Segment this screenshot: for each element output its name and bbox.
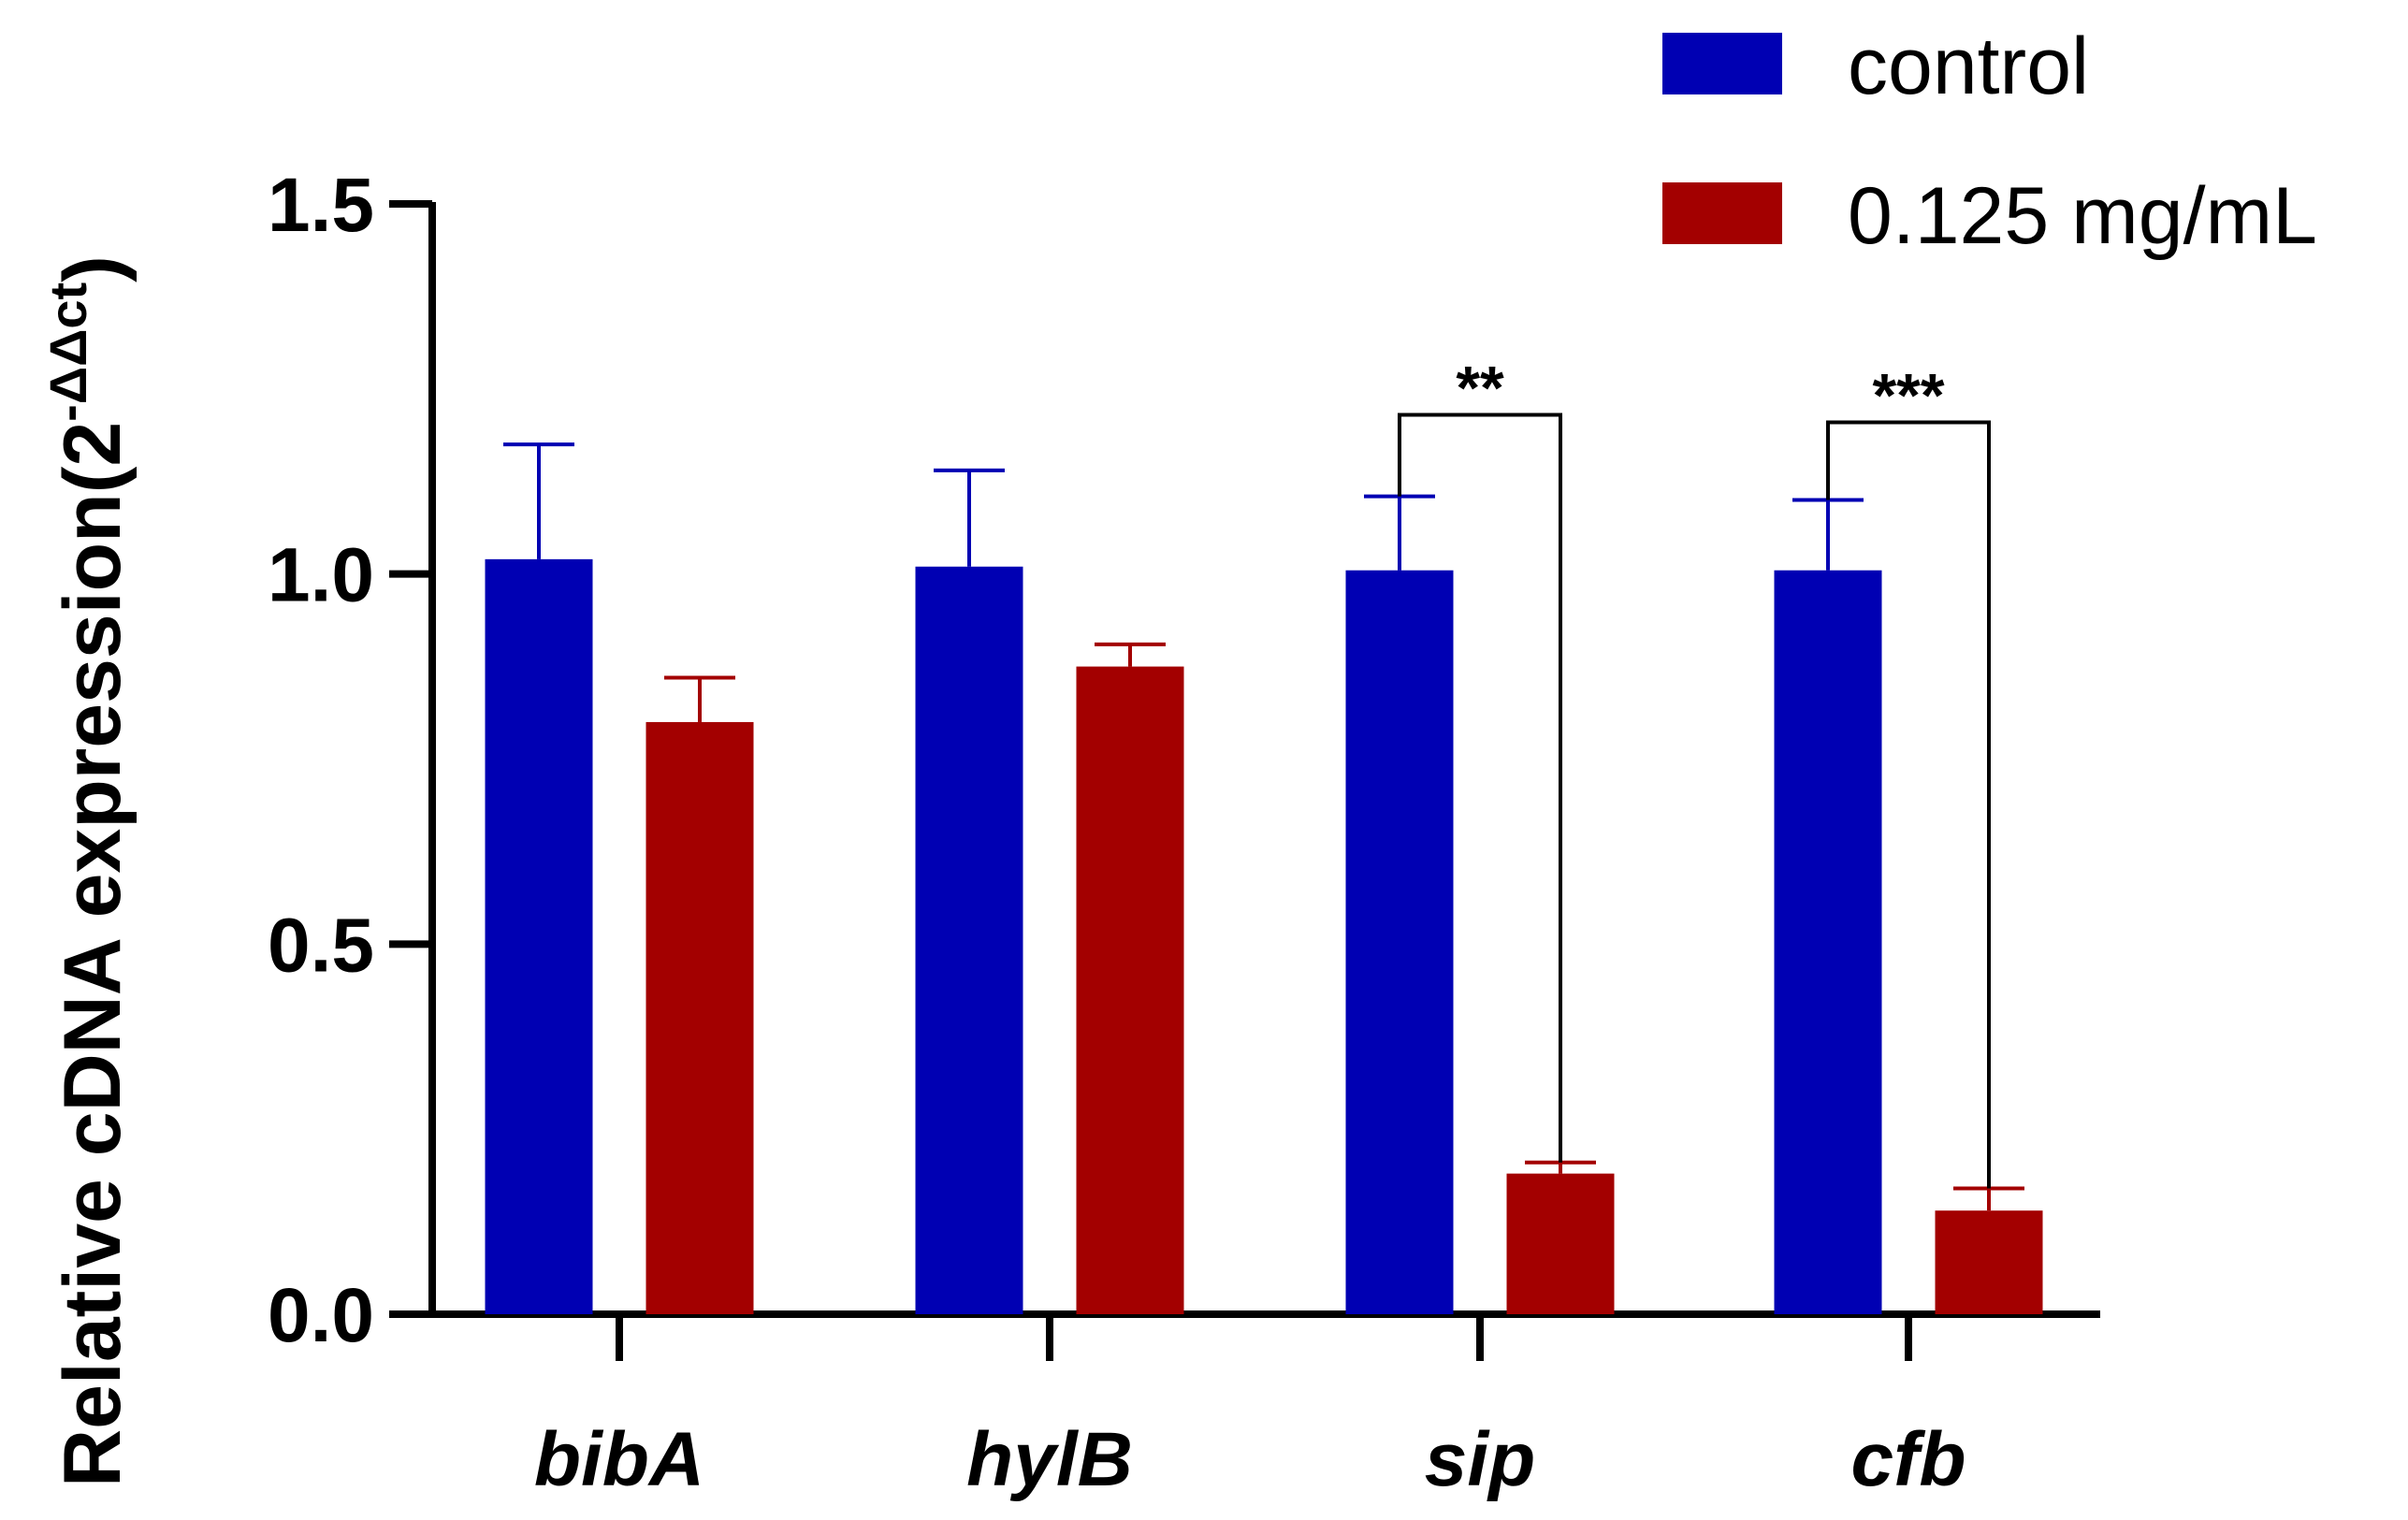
legend-swatch	[1662, 33, 1782, 94]
y-tick-label: 0.5	[268, 903, 374, 988]
y-tick-label: 1.0	[268, 533, 374, 618]
x-tick-label: sip	[1425, 1417, 1535, 1502]
y-axis-label-superscript: -ΔΔct	[38, 282, 97, 422]
bar-treatment-cfb	[1935, 1210, 2043, 1314]
bar-control-sip	[1345, 570, 1454, 1314]
y-tick-label: 0.0	[268, 1273, 374, 1358]
bar-treatment-sip	[1506, 1173, 1615, 1314]
bar-treatment-bibA	[646, 721, 754, 1314]
y-tick-label: 1.5	[268, 163, 374, 248]
y-axis-label: Relative cDNA expression(2-ΔΔct)	[38, 255, 138, 1487]
bar-control-bibA	[485, 558, 593, 1314]
x-tick-label: hylB	[966, 1417, 1133, 1502]
bar-treatment-hylB	[1076, 666, 1184, 1314]
x-tick-label: bibA	[534, 1417, 704, 1502]
x-tick-label: cfb	[1851, 1417, 1966, 1502]
significance-bracket	[1398, 413, 1562, 1163]
legend: control 0.125 mg/mL	[1662, 22, 2317, 261]
svg-text:Relative cDNA expression(2-ΔΔc: Relative cDNA expression(2-ΔΔct)	[38, 255, 138, 1487]
legend-label: 0.125 mg/mL	[1848, 171, 2317, 261]
legend-swatch	[1662, 182, 1782, 244]
bar-control-cfb	[1774, 570, 1882, 1314]
significance-bracket	[1826, 420, 1991, 1189]
legend-label: control	[1848, 22, 2089, 111]
significance-label: **	[1456, 354, 1504, 423]
significance-label: ***	[1872, 360, 1944, 429]
bar-control-hylB	[915, 566, 1023, 1314]
y-axis-label-close: )	[48, 255, 138, 282]
y-axis-label-main: Relative cDNA expression(2	[48, 422, 138, 1487]
